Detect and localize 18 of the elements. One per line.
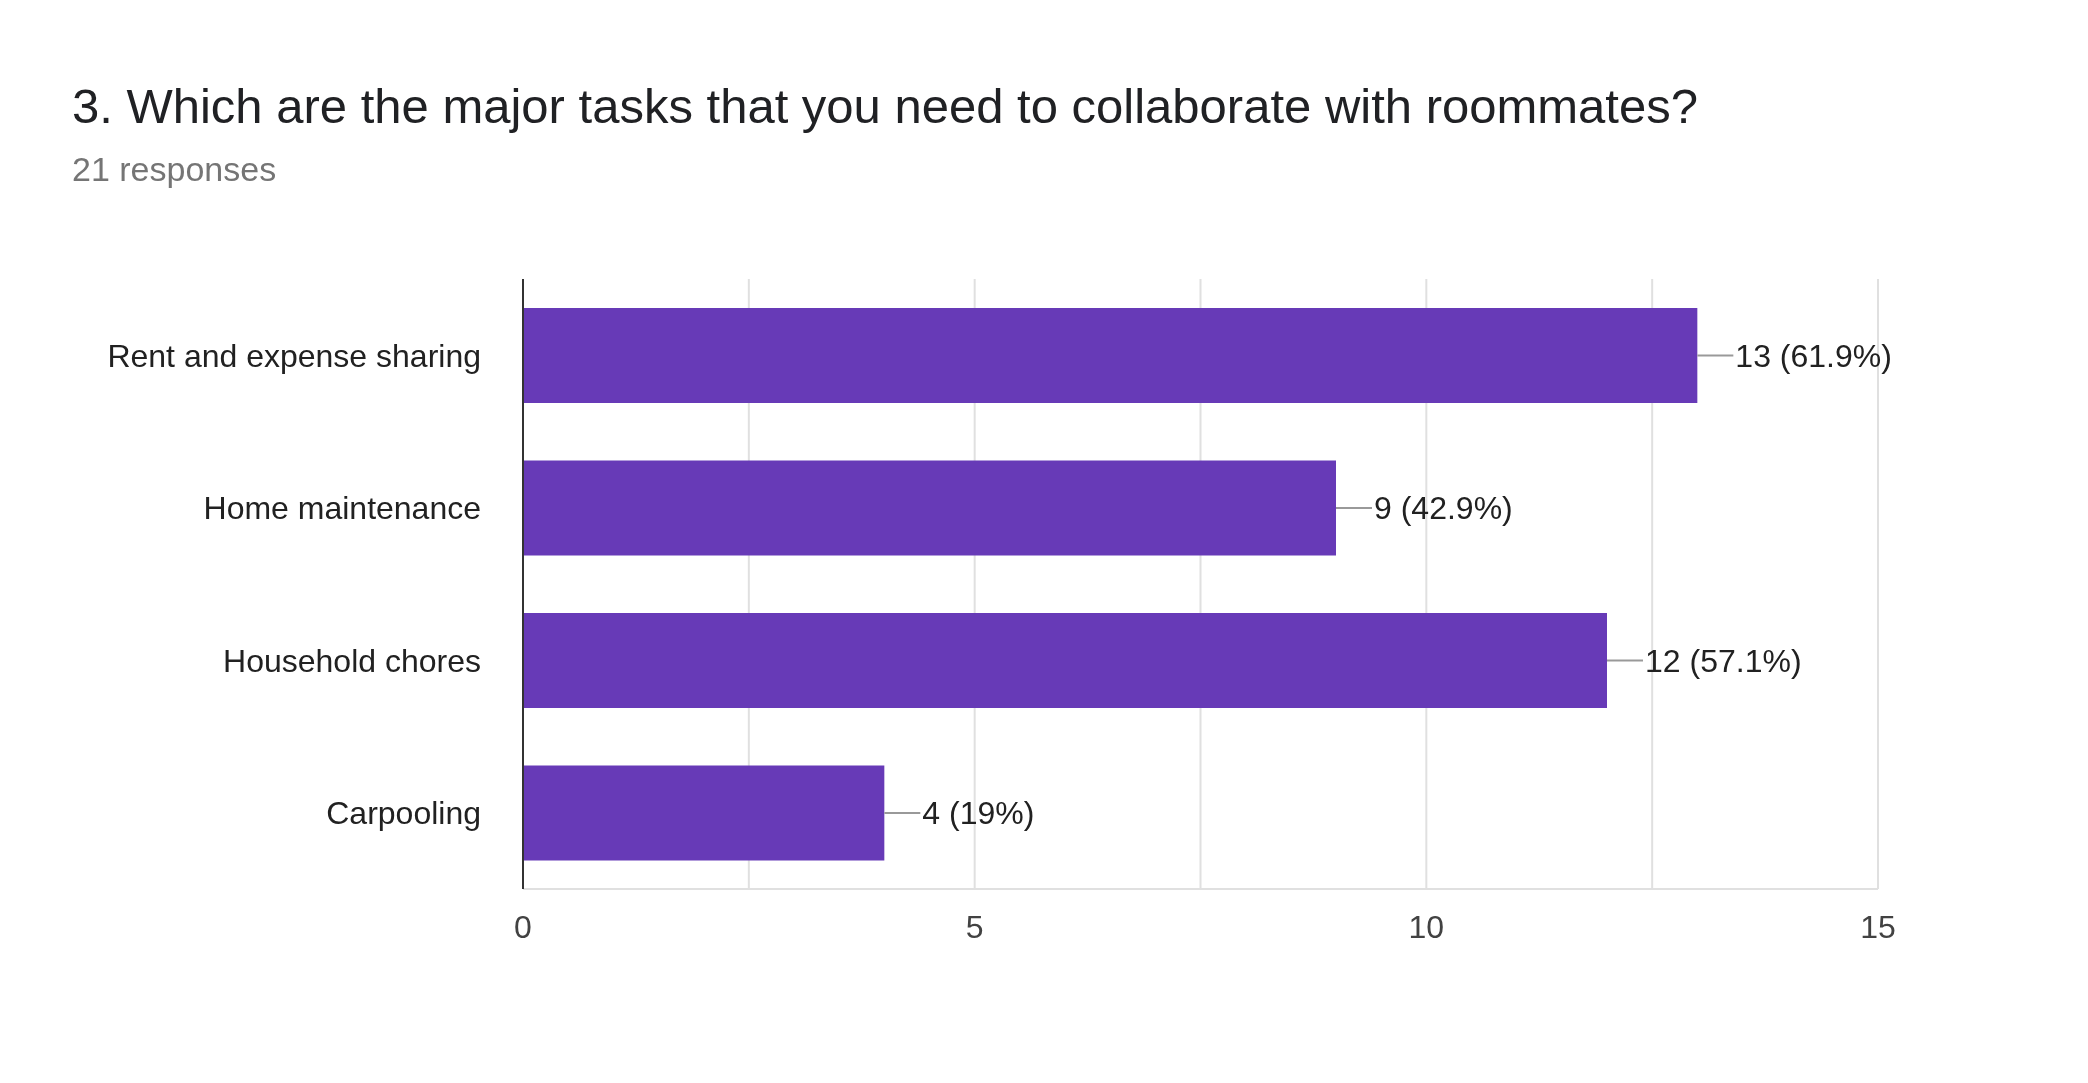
data-label: 4 (19%) <box>922 795 1035 832</box>
x-tick-label: 10 <box>1408 908 1445 945</box>
text: 21 responses <box>72 150 278 189</box>
x-tick-label: 0 <box>514 908 532 945</box>
bar <box>523 307 1698 403</box>
y-tick-label: Carpooling <box>326 795 481 832</box>
chart-title: 3. Which are the major tasks that you need to collaborate with roommates? <box>72 78 1699 134</box>
bar <box>523 765 885 861</box>
data-label: 9 (42.9%) <box>1374 490 1513 527</box>
bar <box>523 612 1607 708</box>
y-tick-label: Rent and expense sharing <box>107 337 481 374</box>
y-tick-label: Household chores <box>223 642 481 679</box>
y-tick-label: Home maintenance <box>203 490 481 527</box>
x-tick-label: 15 <box>1860 908 1896 945</box>
x-tick-label: 5 <box>965 908 984 945</box>
bar <box>523 460 1336 556</box>
data-label: 13 (61.9%) <box>1735 337 1892 374</box>
data-label: 12 (57.1%) <box>1645 642 1802 679</box>
